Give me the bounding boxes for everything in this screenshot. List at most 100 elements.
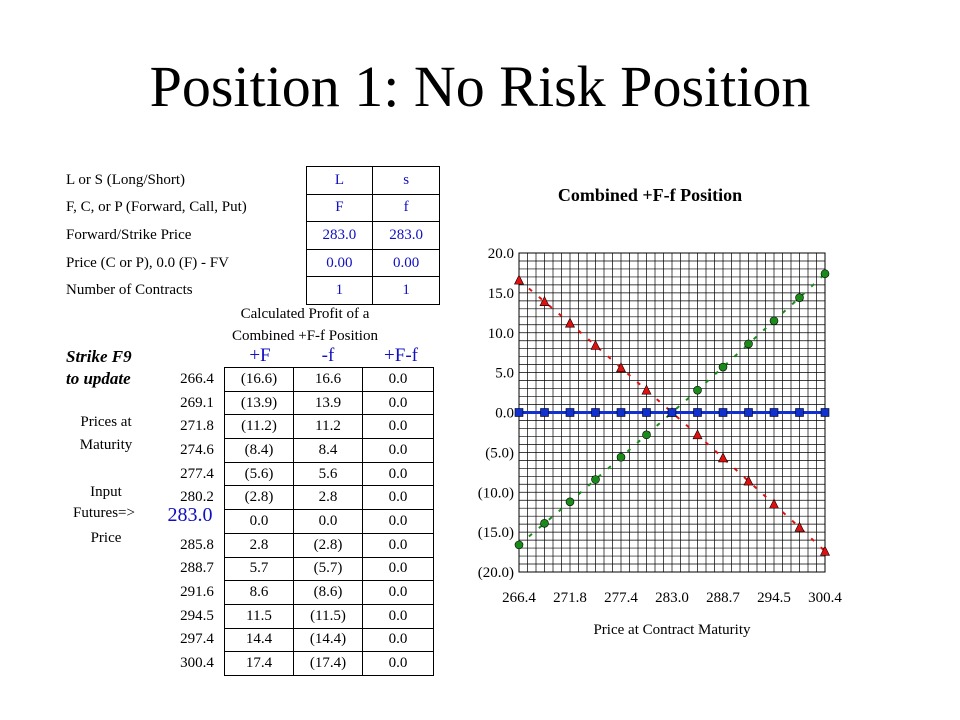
y-tick-label: (20.0) xyxy=(478,565,514,581)
param-value-long[interactable]: L xyxy=(305,166,374,195)
short-profit-cell: 16.6 xyxy=(293,367,363,392)
table-row: 300.4 17.4 (17.4) 0.0 xyxy=(170,651,434,676)
y-tick-label: (5.0) xyxy=(485,445,514,461)
data-point-square xyxy=(565,408,575,417)
x-tick-label: 294.5 xyxy=(757,590,791,606)
data-point-circle xyxy=(540,519,549,528)
chart-tick-labels: 20.0 15.0 10.0 5.0 0.0 (5.0) (10.0) (15.0) (20.0… xyxy=(478,246,843,606)
long-profit-cell: (13.9) xyxy=(224,390,294,416)
strike-note-line-1: Strike F9 xyxy=(66,347,132,366)
param-value-short[interactable]: 0.00 xyxy=(372,248,440,278)
long-profit-cell: 2.8 xyxy=(224,532,294,558)
long-profit-cell: (11.2) xyxy=(224,414,294,440)
data-point-square xyxy=(820,408,830,417)
param-value-long[interactable]: 283.0 xyxy=(305,221,374,250)
data-point-triangle xyxy=(794,521,805,532)
combined-profit-cell: 0.0 xyxy=(362,485,434,511)
short-profit-cell: 8.4 xyxy=(293,438,363,463)
data-point-circle xyxy=(616,452,626,462)
y-tick-label: 15.0 xyxy=(488,286,514,302)
x-tick-label: 271.8 xyxy=(553,590,587,606)
y-tick-label: 5.0 xyxy=(495,366,514,382)
data-point-circle xyxy=(820,269,830,279)
combined-profit-cell: 0.0 xyxy=(362,556,434,582)
short-profit-cell: 2.8 xyxy=(293,485,363,511)
data-point-square xyxy=(744,408,753,417)
table-row: 271.8 (11.2) 11.2 0.0 xyxy=(170,414,434,440)
table-row: 277.4 (5.6) 5.6 0.0 xyxy=(170,461,434,487)
maturity-label: Maturity xyxy=(79,437,133,453)
long-profit-cell: (2.8) xyxy=(224,485,294,511)
price-cell xyxy=(170,510,225,534)
long-profit-cell: 0.0 xyxy=(224,509,294,534)
param-label: Number of Contracts xyxy=(66,282,193,299)
data-point-triangle xyxy=(718,452,728,463)
short-profit-cell: 0.0 xyxy=(293,509,363,534)
data-point-triangle xyxy=(590,339,601,350)
futures-input-value[interactable]: 283.0 xyxy=(167,504,213,526)
short-profit-cell: 11.2 xyxy=(293,414,363,440)
x-tick-label: 300.4 xyxy=(808,590,842,606)
long-profit-cell: 5.7 xyxy=(224,556,294,582)
data-point-square xyxy=(514,408,524,417)
combined-profit-cell: 0.0 xyxy=(362,603,434,629)
y-tick-label: (10.0) xyxy=(478,485,514,501)
table-caption-line-1: Calculated Profit of a xyxy=(240,306,370,322)
combined-profit-cell: 0.0 xyxy=(362,414,434,440)
input-label: Input xyxy=(90,484,122,500)
price-cell: 297.4 xyxy=(180,631,214,648)
price-cell: 271.8 xyxy=(180,418,214,435)
param-label: Price (C or P), 0.0 (F) - FV xyxy=(66,254,229,271)
param-value-long[interactable]: F xyxy=(305,193,374,223)
short-profit-cell: (2.8) xyxy=(293,532,363,558)
table-row: 280.2 (2.8) 2.8 0.0 xyxy=(170,485,434,511)
long-profit-cell: (8.4) xyxy=(224,438,294,463)
price-cell: 294.5 xyxy=(180,607,214,624)
param-value-short[interactable]: 283.0 xyxy=(372,221,440,250)
data-point-triangle xyxy=(743,475,754,486)
combined-profit-cell: 0.0 xyxy=(362,438,434,463)
data-point-square xyxy=(795,408,804,417)
y-tick-label: 10.0 xyxy=(488,326,514,342)
table-caption-line-2: Combined +F-f Position xyxy=(232,328,378,344)
data-point-triangle xyxy=(565,317,575,328)
data-point-circle xyxy=(591,475,600,484)
data-point-square xyxy=(642,408,651,417)
table-row: 294.5 11.5 (11.5) 0.0 xyxy=(170,603,434,629)
data-point-square xyxy=(718,408,728,417)
data-point-square xyxy=(616,408,626,417)
data-point-triangle xyxy=(514,274,524,285)
x-tick-label: 277.4 xyxy=(604,590,638,606)
data-point-triangle xyxy=(616,362,626,373)
futures-label: Futures=> xyxy=(73,505,135,521)
param-value-short[interactable]: s xyxy=(372,166,440,195)
data-point-triangle xyxy=(769,498,779,509)
table-row: 0.0 0.0 0.0 xyxy=(170,509,434,534)
data-point-triangle xyxy=(692,429,703,440)
combined-profit-cell: 0.0 xyxy=(362,627,434,653)
chart-series xyxy=(514,269,830,556)
price-cell: 274.6 xyxy=(180,441,214,458)
long-profit-cell: 17.4 xyxy=(224,651,294,676)
data-point-circle xyxy=(642,430,651,440)
param-value-short[interactable]: f xyxy=(372,193,440,223)
data-point-circle xyxy=(718,362,728,372)
table-row: 266.4 (16.6) 16.6 0.0 xyxy=(170,367,434,392)
price-cell: 300.4 xyxy=(180,655,214,672)
page-title: Position 1: No Risk Position xyxy=(149,54,811,119)
short-profit-cell: 13.9 xyxy=(293,390,363,416)
param-value-short[interactable]: 1 xyxy=(372,276,440,305)
table-row: 274.6 (8.4) 8.4 0.0 xyxy=(170,438,434,463)
combined-profit-cell: 0.0 xyxy=(362,580,434,605)
param-value-long[interactable]: 1 xyxy=(305,276,374,305)
data-point-circle xyxy=(693,385,702,395)
param-value-long[interactable]: 0.00 xyxy=(305,248,374,278)
short-profit-cell: (17.4) xyxy=(293,651,363,676)
short-profit-cell: (14.4) xyxy=(293,627,363,653)
col-header-short-forward: -f xyxy=(321,345,335,366)
col-header-long-forward: +F xyxy=(249,345,271,366)
short-profit-cell: (5.7) xyxy=(293,556,363,582)
table-row: 269.1 (13.9) 13.9 0.0 xyxy=(170,390,434,416)
